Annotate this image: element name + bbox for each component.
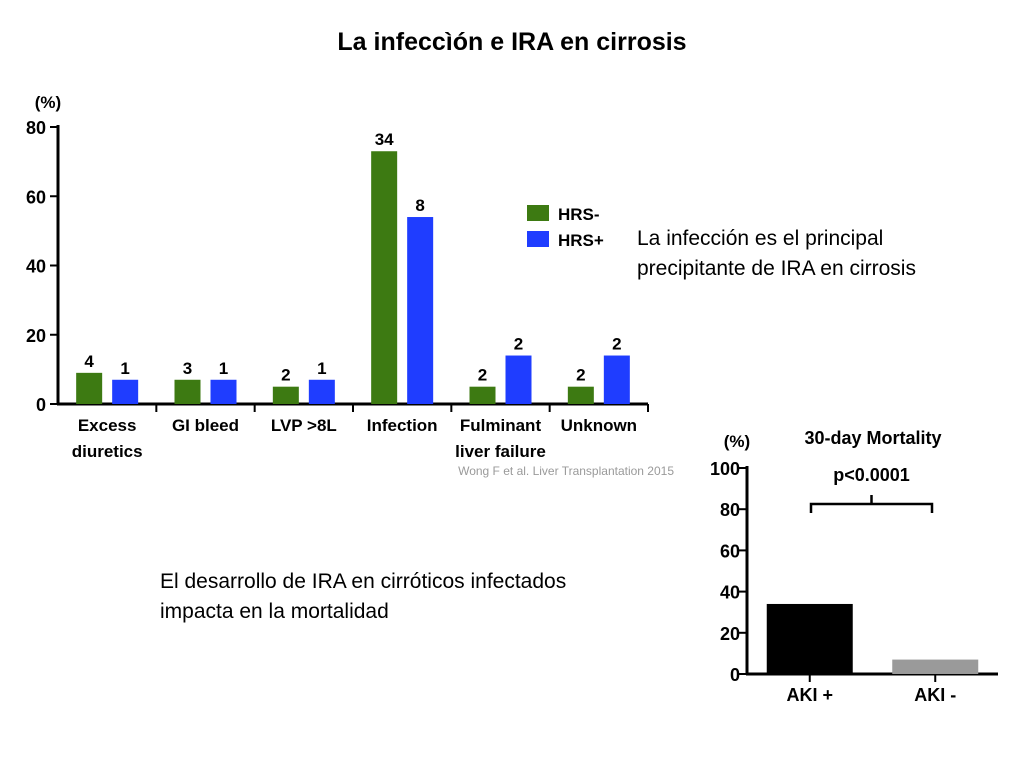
data-label: 2 (612, 335, 621, 354)
x-tick-label: Unknown (561, 416, 638, 435)
y-tick-label: 80 (26, 118, 46, 138)
y-tick-label-2: 20 (720, 624, 740, 644)
bar-hrsplus (407, 217, 434, 404)
data-label: 2 (514, 335, 523, 354)
x-tick-label: GI bleed (172, 416, 239, 435)
data-label: 8 (415, 196, 424, 215)
bar-hrsminus (469, 386, 496, 404)
bar-hrsminus (371, 151, 398, 404)
data-label: 3 (183, 359, 192, 378)
data-label: 1 (317, 359, 326, 378)
legend-label: HRS+ (558, 231, 604, 250)
data-label: 1 (120, 359, 129, 378)
legend-swatch (527, 231, 549, 247)
x-tick-label: Infection (367, 416, 438, 435)
legend-swatch (527, 205, 549, 221)
significance-bracket (809, 495, 934, 513)
y-tick-label: 40 (26, 257, 46, 277)
bar-aki-plus (766, 603, 853, 674)
data-label: 34 (375, 130, 394, 149)
bar-hrsplus (210, 379, 237, 404)
infection-note-line-1: La infección es el principal (637, 227, 884, 250)
y-tick-label: 20 (26, 326, 46, 346)
x-tick-label: liver failure (455, 442, 546, 461)
bar-hrsplus (603, 355, 630, 404)
mortality-note-line-1: El desarrollo de IRA en cirróticos infec… (160, 570, 567, 593)
x-tick-label-2: AKI - (914, 685, 956, 705)
y-tick-label-2: 0 (730, 665, 740, 685)
y-tick-label-2: 60 (720, 541, 740, 561)
y-tick-label-2: 100 (710, 459, 740, 479)
x-tick-label: LVP >8L (271, 416, 337, 435)
x-tick-label-2: AKI + (786, 685, 833, 705)
data-label: 4 (84, 352, 94, 371)
bar-hrsminus (76, 372, 103, 404)
slide-title: La infeccìón e IRA en cirrosis (337, 28, 687, 56)
mortality-note-line-2: impacta en la mortalidad (160, 600, 389, 623)
legend-label: HRS- (558, 205, 600, 224)
x-tick-label: Fulminant (460, 416, 542, 435)
y-axis-label-2: (%) (724, 432, 750, 451)
chart-title-2: 30-day Mortality (804, 428, 941, 448)
p-value-annotation: p<0.0001 (833, 465, 910, 485)
y-tick-label-2: 40 (720, 583, 740, 603)
x-tick-label: diuretics (72, 442, 143, 461)
infection-note: La infección es el principal precipitant… (637, 224, 916, 284)
bar-hrsminus (567, 386, 594, 404)
bar-hrsplus (308, 379, 335, 404)
y-tick-label: 60 (26, 187, 46, 207)
mortality-note: El desarrollo de IRA en cirróticos infec… (160, 567, 566, 627)
bar-hrsplus (112, 379, 139, 404)
data-label: 1 (219, 359, 228, 378)
y-tick-label: 0 (36, 395, 46, 415)
bar-hrsminus (174, 379, 201, 404)
bar-aki-minus (892, 659, 979, 674)
y-tick-label-2: 80 (720, 500, 740, 520)
source-citation: Wong F et al. Liver Transplantation 2015 (458, 464, 674, 478)
data-label: 2 (576, 366, 585, 385)
y-axis-label: (%) (35, 93, 61, 112)
bar-hrsplus (505, 355, 532, 404)
data-label: 2 (478, 366, 487, 385)
bar-hrsminus (272, 386, 299, 404)
data-label: 2 (281, 366, 290, 385)
infection-note-line-2: precipitante de IRA en cirrosis (637, 257, 916, 280)
x-tick-label: Excess (78, 416, 137, 435)
